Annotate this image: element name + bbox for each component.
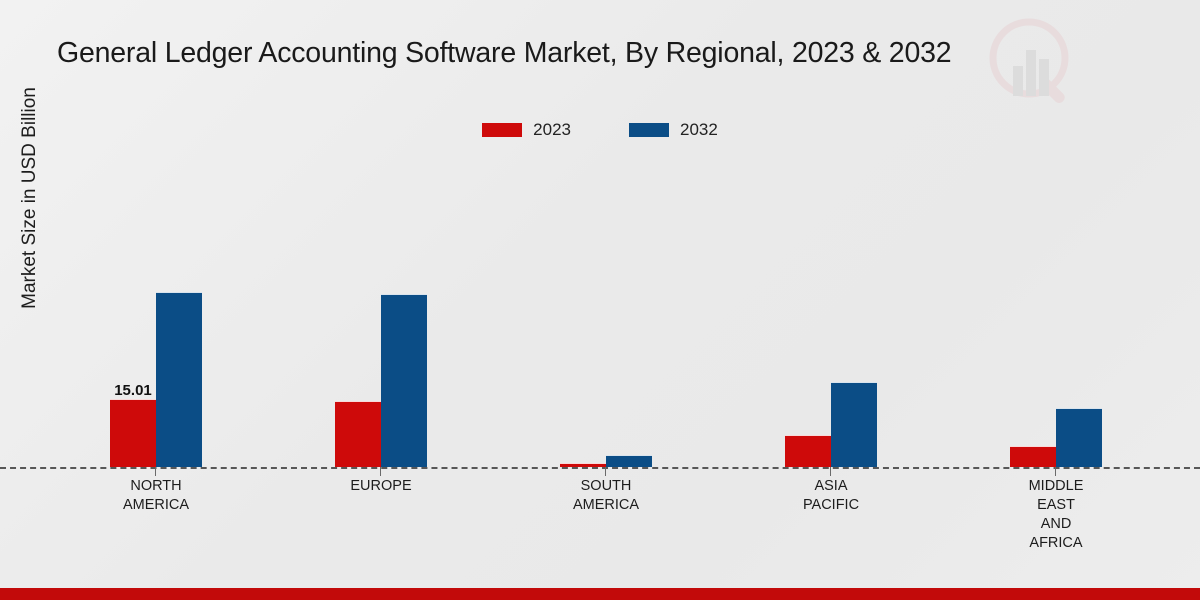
- category-label-line: PACIFIC: [802, 497, 860, 513]
- legend-swatch-2023: [482, 123, 523, 137]
- bar-2023[interactable]: [560, 463, 606, 467]
- category-label-line: AND: [1040, 516, 1072, 532]
- bar-2023[interactable]: 15.01: [110, 382, 156, 467]
- bar-2032[interactable]: [381, 294, 427, 467]
- chart-legend: 2023 2032: [0, 120, 1200, 140]
- x-axis-baseline: [0, 467, 1200, 469]
- legend-item-2023[interactable]: 2023: [482, 120, 571, 140]
- bar-2023[interactable]: [1010, 446, 1056, 467]
- x-axis-category-label: SOUTH AMERICA: [526, 477, 686, 515]
- bar-value-label: 15.01: [114, 382, 152, 399]
- legend-label-2023: 2023: [533, 120, 571, 139]
- x-axis-tick: [1055, 467, 1056, 476]
- x-axis-tick: [380, 467, 381, 476]
- chart-title: General Ledger Accounting Software Marke…: [57, 37, 952, 69]
- category-label-line: MIDDLE: [1028, 478, 1084, 494]
- bar-group: [321, 0, 441, 476]
- x-axis-tick: [155, 467, 156, 476]
- category-label-line: EAST: [1037, 497, 1075, 513]
- category-label-line: EUROPE: [350, 478, 412, 494]
- category-label-line: AMERICA: [122, 497, 190, 513]
- bar-2032[interactable]: [831, 382, 877, 467]
- bar-2023[interactable]: [335, 401, 381, 467]
- legend-item-2032[interactable]: 2032: [629, 120, 718, 140]
- bar-group: [996, 0, 1116, 476]
- x-axis-category-label: ASIA PACIFIC: [751, 477, 911, 515]
- bar-group: [546, 0, 666, 476]
- x-axis-tick: [830, 467, 831, 476]
- category-label-line: AFRICA: [1029, 535, 1083, 551]
- x-axis-category-label: MIDDLE EAST AND AFRICA: [976, 477, 1136, 553]
- legend-label-2032: 2032: [680, 120, 718, 139]
- bar-2032[interactable]: [156, 292, 202, 467]
- category-label-line: NORTH: [130, 478, 182, 494]
- legend-swatch-2032: [629, 123, 669, 137]
- x-axis-tick: [605, 467, 606, 476]
- category-label-line: SOUTH: [580, 478, 632, 494]
- bar-group: [771, 0, 891, 476]
- bar-2023[interactable]: [785, 435, 831, 467]
- category-label-line: ASIA: [814, 478, 848, 494]
- bar-group: 15.01: [96, 0, 216, 476]
- x-axis-category-label: NORTH AMERICA: [76, 477, 236, 515]
- category-label-line: AMERICA: [572, 497, 640, 513]
- bar-2032[interactable]: [1056, 408, 1102, 467]
- footer-bar: [0, 588, 1200, 600]
- bar-2032[interactable]: [606, 455, 652, 467]
- x-axis-category-label: EUROPE: [301, 477, 461, 496]
